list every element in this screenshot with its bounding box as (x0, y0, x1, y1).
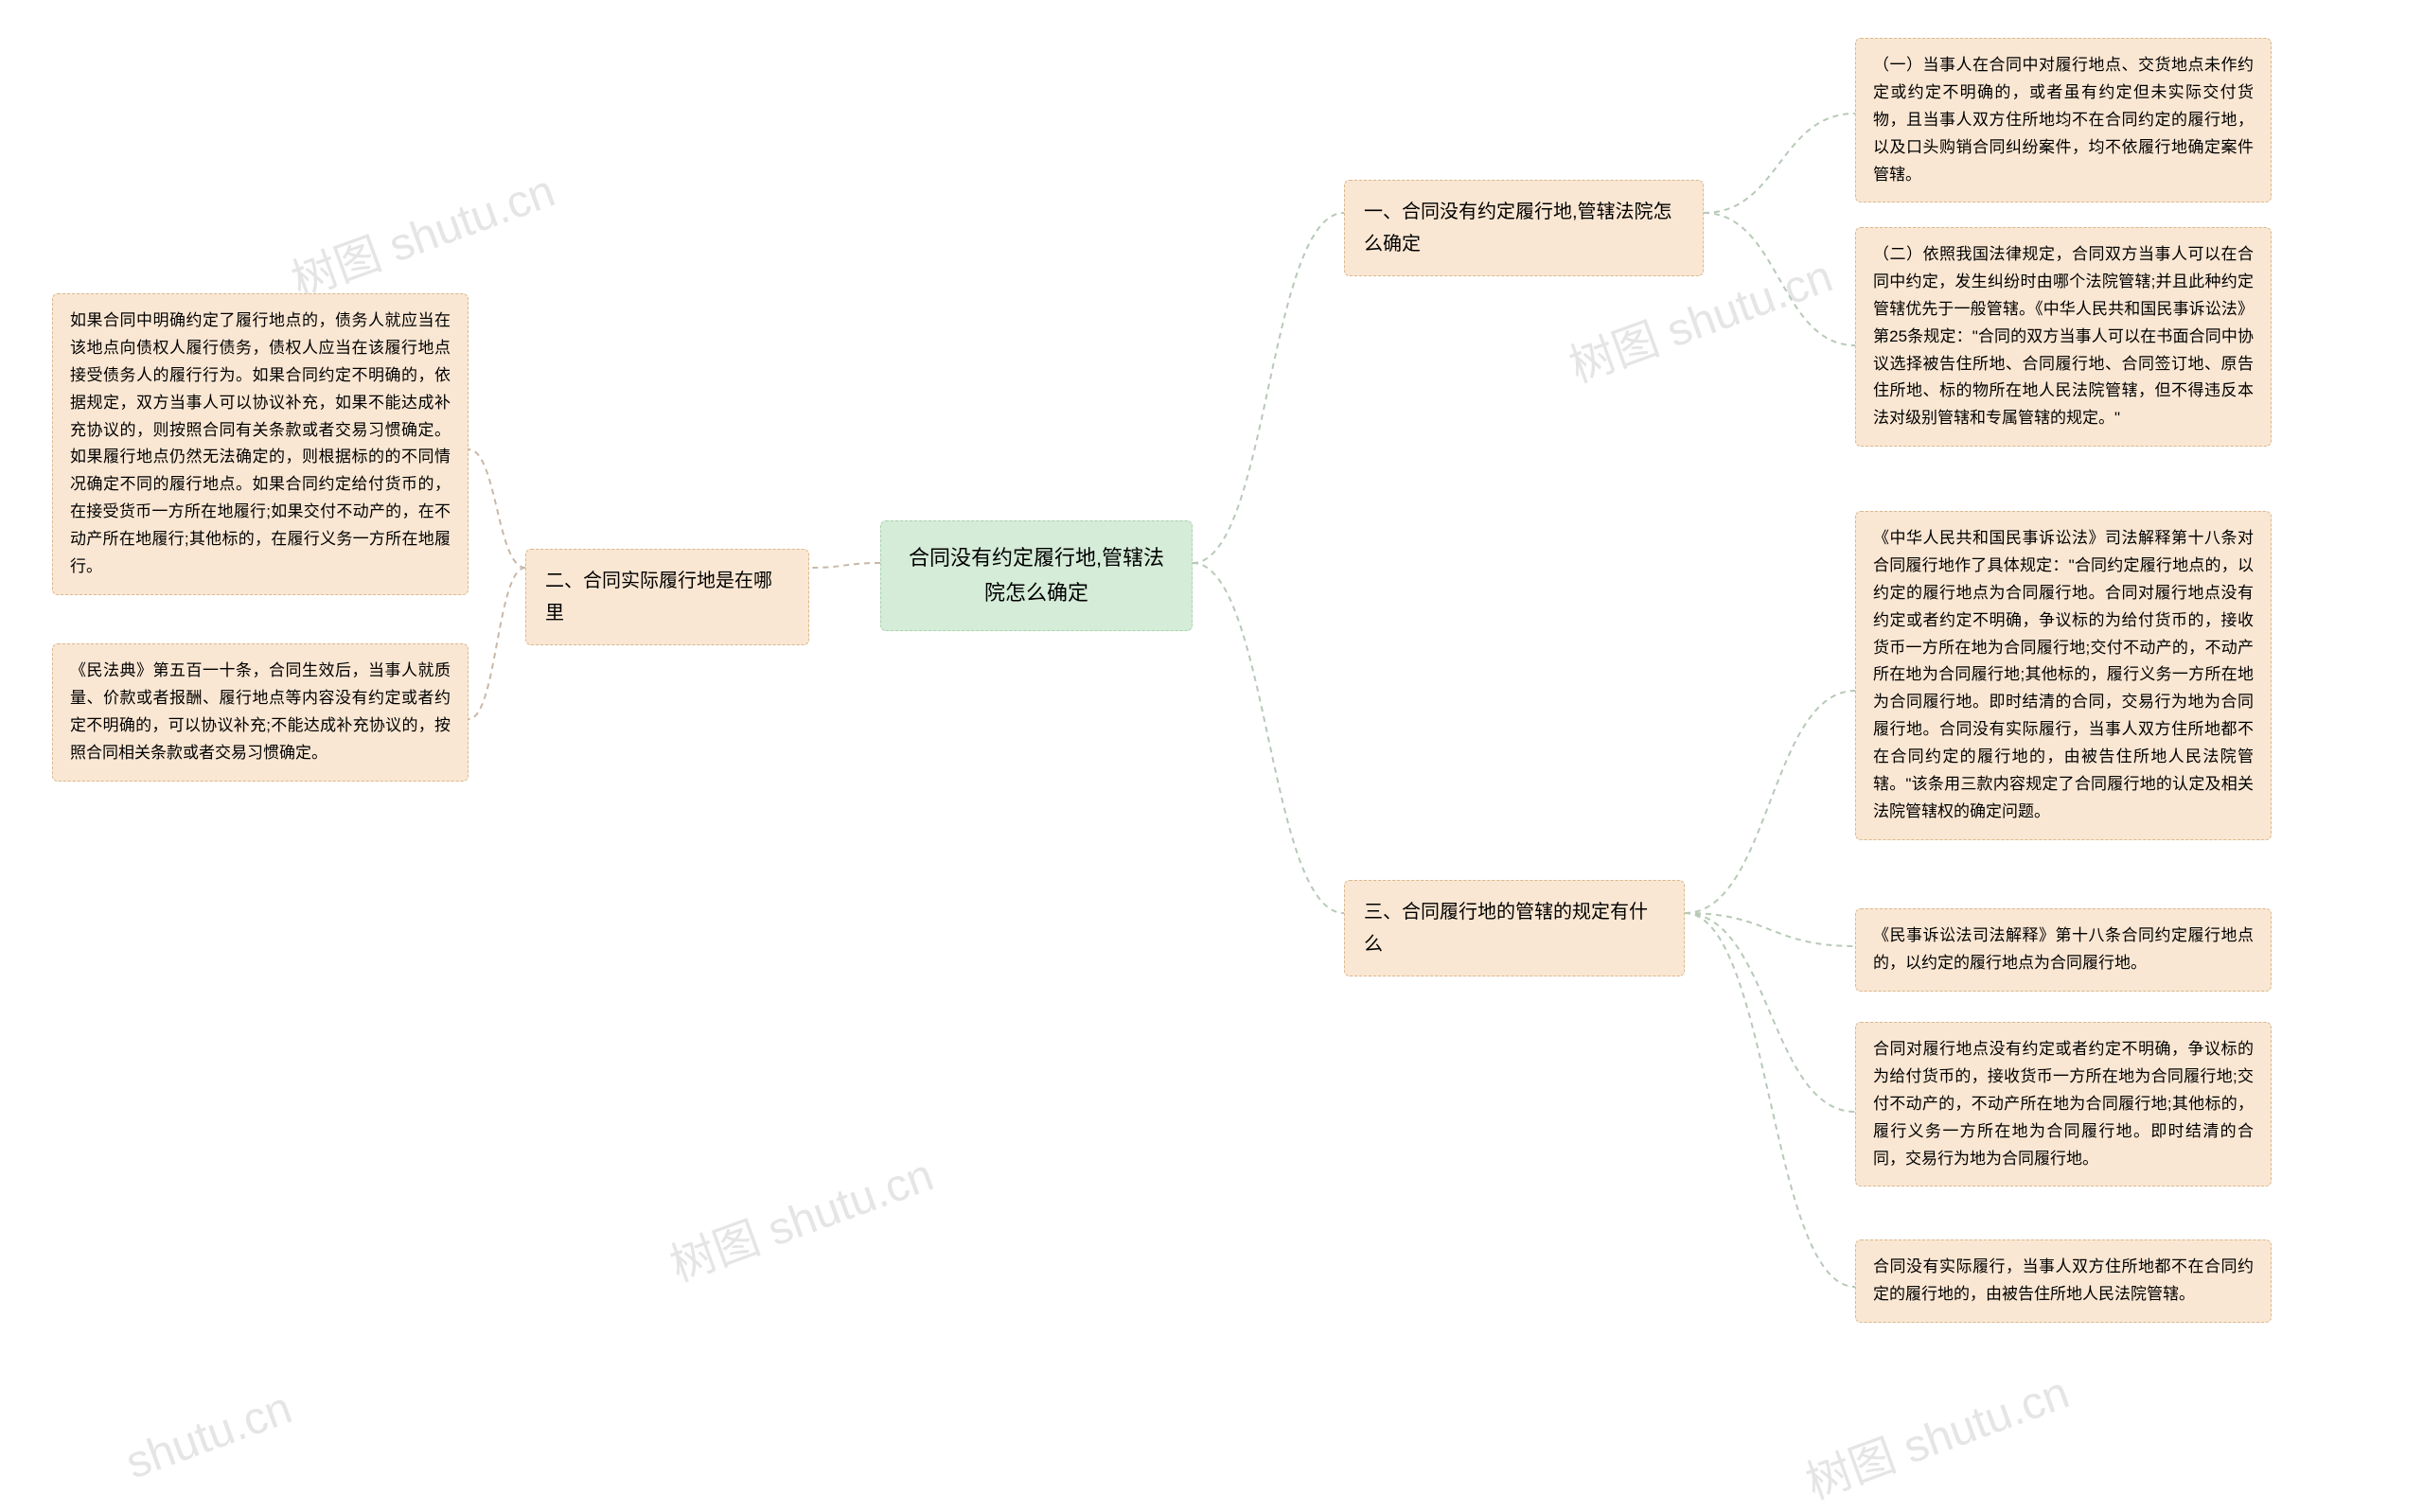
branch-node-2: 二、合同实际履行地是在哪里 (525, 549, 809, 645)
leaf-3b: 《民事诉讼法司法解释》第十八条合同约定履行地点的，以约定的履行地点为合同履行地。 (1855, 908, 2272, 992)
center-node: 合同没有约定履行地,管辖法院怎么确定 (880, 520, 1193, 631)
leaf-2a: 如果合同中明确约定了履行地点的，债务人就应当在该地点向债权人履行债务，债权人应当… (52, 293, 469, 595)
leaf-2b-text: 《民法典》第五百一十条，合同生效后，当事人就质量、价款或者报酬、履行地点等内容没… (70, 661, 451, 762)
leaf-3a-text: 《中华人民共和国民事诉讼法》司法解释第十八条对合同履行地作了具体规定："合同约定… (1873, 529, 2254, 820)
leaf-3d: 合同没有实际履行，当事人双方住所地都不在合同约定的履行地的，由被告住所地人民法院… (1855, 1239, 2272, 1323)
leaf-3c: 合同对履行地点没有约定或者约定不明确，争议标的为给付货币的，接收货币一方所在地为… (1855, 1022, 2272, 1187)
leaf-3a: 《中华人民共和国民事诉讼法》司法解释第十八条对合同履行地作了具体规定："合同约定… (1855, 511, 2272, 840)
leaf-2a-text: 如果合同中明确约定了履行地点的，债务人就应当在该地点向债权人履行债务，债权人应当… (70, 311, 451, 575)
watermark: 树图 shutu.cn (281, 153, 562, 309)
leaf-1a-text: （一）当事人在合同中对履行地点、交货地点未作约定或约定不明确的，或者虽有约定但未… (1873, 56, 2254, 184)
branch-2-text: 二、合同实际履行地是在哪里 (545, 571, 772, 624)
watermark: shutu.cn (119, 1382, 298, 1490)
leaf-2b: 《民法典》第五百一十条，合同生效后，当事人就质量、价款或者报酬、履行地点等内容没… (52, 643, 469, 782)
leaf-3c-text: 合同对履行地点没有约定或者约定不明确，争议标的为给付货币的，接收货币一方所在地为… (1873, 1040, 2254, 1168)
leaf-3d-text: 合同没有实际履行，当事人双方住所地都不在合同约定的履行地的，由被告住所地人民法院… (1873, 1257, 2254, 1303)
leaf-1b-text: （二）依照我国法律规定，合同双方当事人可以在合同中约定，发生纠纷时由哪个法院管辖… (1873, 245, 2254, 427)
branch-1-text: 一、合同没有约定履行地,管辖法院怎么确定 (1364, 202, 1672, 255)
watermark: 树图 shutu.cn (660, 1137, 941, 1293)
leaf-3b-text: 《民事诉讼法司法解释》第十八条合同约定履行地点的，以约定的履行地点为合同履行地。 (1873, 926, 2254, 972)
branch-node-3: 三、合同履行地的管辖的规定有什么 (1344, 880, 1685, 976)
branch-node-1: 一、合同没有约定履行地,管辖法院怎么确定 (1344, 180, 1704, 276)
leaf-1a: （一）当事人在合同中对履行地点、交货地点未作约定或约定不明确的，或者虽有约定但未… (1855, 38, 2272, 202)
branch-3-text: 三、合同履行地的管辖的规定有什么 (1364, 902, 1648, 955)
center-text: 合同没有约定履行地,管辖法院怎么确定 (909, 546, 1164, 605)
watermark: 树图 shutu.cn (1795, 1355, 2077, 1511)
leaf-1b: （二）依照我国法律规定，合同双方当事人可以在合同中约定，发生纠纷时由哪个法院管辖… (1855, 227, 2272, 447)
